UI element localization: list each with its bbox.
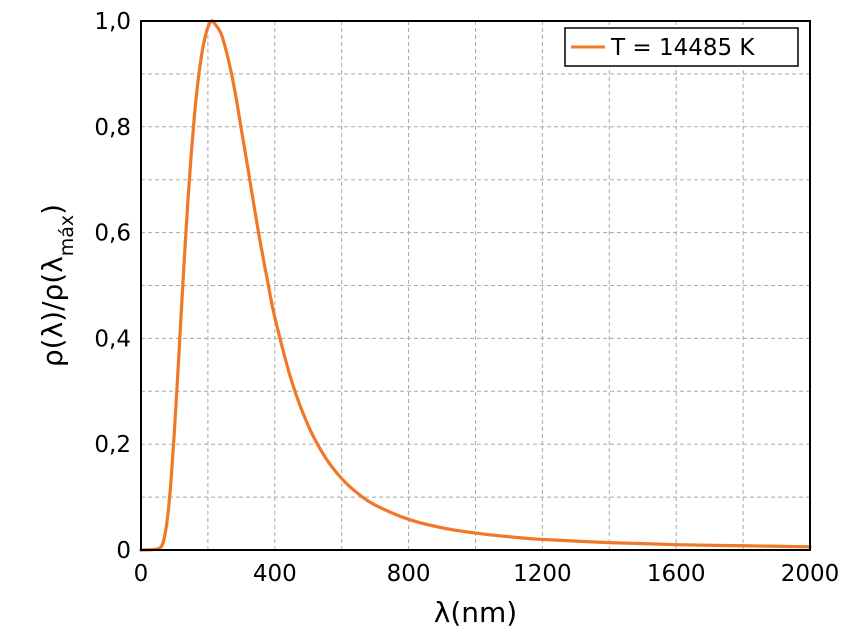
- x-tick-label: 800: [387, 561, 431, 587]
- y-tick-label: 0,4: [94, 326, 131, 352]
- x-tick-label: 400: [253, 561, 297, 587]
- y-tick-label: 0: [116, 538, 131, 564]
- y-tick-label: 0,2: [94, 432, 131, 458]
- x-tick-label: 1600: [647, 561, 706, 587]
- y-axis-label: ρ(λ)/ρ(λmáx): [36, 204, 78, 367]
- x-tick-labels: 0 400 800 1200 1600 2000: [134, 561, 840, 587]
- y-tick-labels: 0 0,2 0,4 0,6 0,8 1,0: [94, 9, 131, 564]
- y-axis-label-subscript: máx: [56, 215, 78, 256]
- x-tick-label: 1200: [513, 561, 572, 587]
- legend-box: [564, 27, 799, 67]
- legend-label: T = 14485 K: [610, 35, 755, 61]
- y-tick-label: 0,6: [94, 221, 131, 247]
- y-tick-label: 0,8: [94, 115, 131, 141]
- x-tick-label: 2000: [781, 561, 840, 587]
- x-tick-label: 0: [134, 561, 149, 587]
- y-axis-label-close: ): [36, 204, 69, 215]
- y-axis-label-main: ρ(λ)/ρ(λ: [36, 256, 69, 367]
- series-line-0: [139, 19, 812, 552]
- legend: T = 14485 K: [564, 27, 799, 67]
- curve-layer: [139, 19, 812, 552]
- plot-frame: [140, 20, 811, 551]
- y-tick-label: 1,0: [94, 9, 131, 35]
- x-axis-label: λ(nm): [434, 596, 517, 629]
